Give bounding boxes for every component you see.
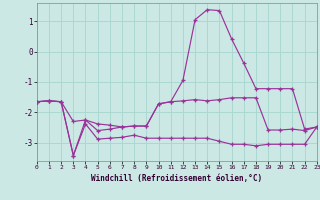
X-axis label: Windchill (Refroidissement éolien,°C): Windchill (Refroidissement éolien,°C) [91,174,262,183]
